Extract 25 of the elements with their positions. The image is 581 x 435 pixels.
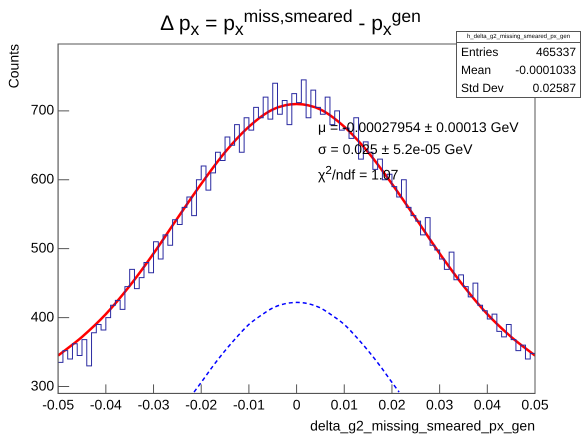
annotation: 0.02587 <box>532 81 576 95</box>
x-tick-label: -0.03 <box>138 396 170 413</box>
y-tick-label: 700 <box>30 102 54 118</box>
x-axis-title: delta_g2_missing_smeared_px_gen <box>310 417 535 434</box>
x-tick-label: 0.04 <box>474 396 502 413</box>
annotation: Std Dev <box>461 81 504 95</box>
x-tick-label: -0.01 <box>232 396 266 413</box>
x-tick-label: 0.02 <box>378 396 406 413</box>
x-tick-label: 0 <box>292 396 301 413</box>
text: 465337 <box>536 45 576 59</box>
annotation: -0.0001033 <box>515 63 576 77</box>
annotation: Entries <box>461 45 498 59</box>
line-series <box>193 302 400 393</box>
y-tick-label: 400 <box>30 308 54 324</box>
x-tick-label: -0.05 <box>42 396 74 413</box>
x-tick-label: -0.02 <box>185 396 218 413</box>
y-tick-label: 600 <box>30 170 54 187</box>
x-tick-label: 0.05 <box>521 396 549 413</box>
x-tick-label: -0.04 <box>90 396 122 413</box>
y-tick-label: 300 <box>30 377 54 394</box>
y-axis-title: Counts <box>5 44 22 88</box>
x-tick-label: 0.03 <box>426 396 454 413</box>
y-tick-label: 500 <box>30 240 54 256</box>
annotation: Mean <box>461 63 492 77</box>
x-tick-label: 0.01 <box>330 396 358 413</box>
